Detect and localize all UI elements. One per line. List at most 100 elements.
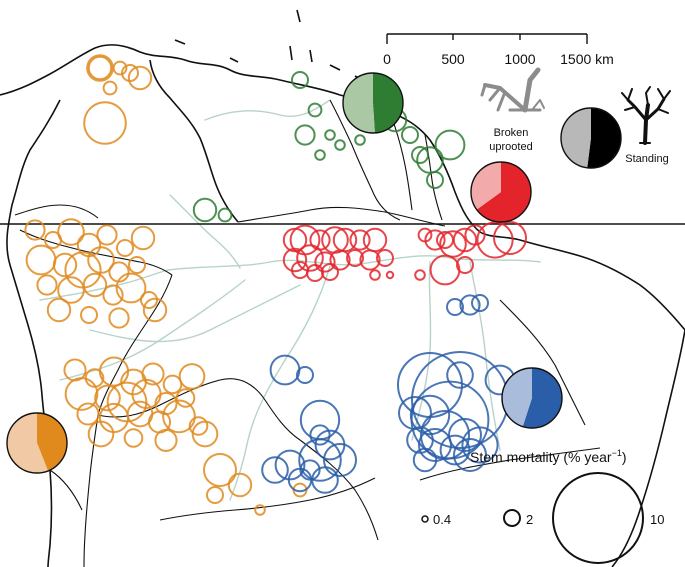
pie-standing-legend-broken-slice <box>561 108 591 168</box>
site-circle <box>46 297 72 323</box>
site-circle <box>76 402 100 426</box>
site-circle <box>112 60 128 76</box>
site-circle <box>289 224 321 256</box>
site-circle <box>314 149 326 161</box>
site-circle <box>178 363 206 390</box>
pie-orange-broken-slice <box>6 413 49 473</box>
orinoco-river <box>204 99 331 121</box>
site-circle <box>94 384 121 412</box>
brazil-east-coast <box>611 329 685 567</box>
site-circle <box>123 428 144 448</box>
pie-red-standing-slice <box>476 162 532 223</box>
site-circle <box>192 197 218 223</box>
pie-standing-legend-standing-slice <box>587 108 621 168</box>
site-circle <box>274 449 306 481</box>
site-circle <box>86 54 114 82</box>
paraguay-border <box>299 439 379 541</box>
xingu-river <box>469 261 501 451</box>
negro-river <box>169 194 241 269</box>
pie-red-outline <box>470 161 532 223</box>
site-circle <box>406 426 434 454</box>
site-circle <box>294 124 316 146</box>
site-circle <box>64 377 99 411</box>
size-legend-title: Stem mortality (% year−1) <box>470 448 627 465</box>
scale-bar-line <box>386 33 588 44</box>
pie-blue-outline <box>501 367 563 429</box>
pie-orange-standing-slice <box>37 413 67 471</box>
site-circle <box>464 224 486 246</box>
site-circle <box>64 251 102 289</box>
pie-chart-group <box>6 72 622 474</box>
site-circle <box>130 225 156 251</box>
scale-bar: 0 500 1000 1500 km <box>383 33 614 67</box>
scale-tick-1000: 1000 <box>504 51 535 67</box>
site-circle <box>188 416 209 436</box>
coastlines <box>0 43 685 567</box>
site-circle <box>83 101 127 145</box>
site-circle <box>127 65 153 91</box>
pie-standing-legend-outline <box>560 107 622 169</box>
site-circle <box>426 171 444 189</box>
site-circle <box>309 424 331 446</box>
site-circle <box>307 102 323 118</box>
site-circle <box>87 246 115 274</box>
site-circle <box>162 399 196 434</box>
venezuela-guyana-border <box>329 99 401 221</box>
broken-tree-icon <box>480 67 545 113</box>
size-legend-label-large: 10 <box>650 512 664 527</box>
island <box>229 57 239 63</box>
pacific-coast <box>6 99 61 567</box>
site-circle <box>115 272 147 304</box>
site-circle <box>142 297 168 323</box>
green-site-group <box>192 71 466 223</box>
pie-green-standing-slice <box>373 73 404 133</box>
purus-river <box>89 284 301 343</box>
uprooted-label: uprooted <box>489 141 532 153</box>
site-circle <box>154 428 178 452</box>
site-circle <box>429 254 461 286</box>
site-circle <box>354 134 366 146</box>
scale-tick-1500: 1500 km <box>560 51 614 67</box>
site-circle <box>206 486 224 504</box>
pie-orange-outline <box>6 412 68 474</box>
colombia-venezuela-border <box>149 59 239 223</box>
site-circle <box>203 453 237 487</box>
peru-chile-border <box>49 469 83 511</box>
site-circle <box>282 247 308 273</box>
site-circle <box>191 420 219 448</box>
site-circle <box>96 224 118 246</box>
size-legend-label-medium: 2 <box>526 512 533 527</box>
site-circle <box>448 418 482 452</box>
site-circle <box>414 269 426 281</box>
site-circle <box>323 443 357 477</box>
site-circle <box>57 218 85 246</box>
site-circle <box>359 249 381 271</box>
island <box>296 9 301 23</box>
site-circle <box>140 291 158 309</box>
site-circle <box>439 230 467 258</box>
caribbean-islands <box>174 9 363 81</box>
island <box>174 39 186 45</box>
site-circle <box>25 244 57 276</box>
site-circle <box>162 374 183 395</box>
site-circle <box>411 146 429 164</box>
standing-tree-icon <box>621 86 671 145</box>
scale-tick-500: 500 <box>441 51 465 67</box>
site-circle <box>321 226 349 254</box>
site-circle <box>227 472 253 498</box>
site-circle <box>369 269 381 281</box>
island <box>329 64 341 71</box>
site-circle <box>80 306 98 324</box>
site-circle <box>453 438 487 472</box>
site-circle <box>36 274 58 296</box>
island <box>309 49 313 63</box>
scale-tick-0: 0 <box>383 51 391 67</box>
guyana-suriname-border <box>391 117 413 211</box>
broken-label: Broken <box>494 127 529 139</box>
site-circle <box>87 55 113 81</box>
site-circle <box>261 456 289 484</box>
site-circle <box>102 80 118 96</box>
site-circle <box>291 71 309 89</box>
size-legend-circle-large <box>552 472 644 564</box>
